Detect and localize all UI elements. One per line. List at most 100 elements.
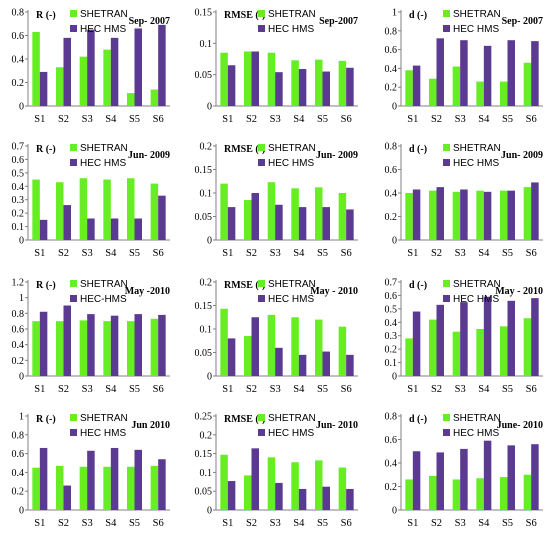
bar-shetran xyxy=(523,62,532,106)
y-tick-label: 0.8 xyxy=(12,430,25,441)
y-tick-label: 0 xyxy=(392,102,397,113)
legend-label: HEC-HMS xyxy=(80,294,127,305)
legend-swatch xyxy=(70,10,77,17)
y-tick-label: 0.4 xyxy=(12,468,25,479)
chart-title: Jun 2010 xyxy=(131,420,170,431)
bar-shetran xyxy=(103,466,111,510)
legend-swatch xyxy=(70,429,77,436)
legend-label: HEC HMS xyxy=(453,24,499,35)
y-tick-label: 0.6 xyxy=(12,325,25,336)
chart-title: Jun- 2009 xyxy=(316,150,358,161)
legend-swatch xyxy=(443,144,450,151)
bar-hec-hms xyxy=(436,187,444,240)
bar-hec-hms xyxy=(227,481,236,510)
x-category-label: S3 xyxy=(82,114,93,125)
chart-svg: 0 0.2 0.4 0.6 0.8 S1 S2 S3 S4 S5 S6 R (-) SHETRAN HEC… xyxy=(12,8,170,125)
legend-swatch xyxy=(258,429,265,436)
legend-swatch xyxy=(70,295,77,302)
y-tick-label: 1 xyxy=(19,412,24,423)
y-tick-label: 0.1 xyxy=(12,222,25,233)
legend-label: SHETRAN xyxy=(453,143,501,154)
x-category-label: S6 xyxy=(153,114,164,125)
legend-swatch xyxy=(443,10,450,17)
y-tick-label: 0.2 xyxy=(200,142,213,153)
y-tick-label: 0.1 xyxy=(200,189,213,200)
chart-panel-11: 0 0.05 0.1 0.15 0.2 0.25 S1 S2 S3 S4 S5 S6 RMSE (-) S… xyxy=(190,406,363,536)
y-tick-label: 0.1 xyxy=(200,468,213,479)
chart-panel-1: 0 0.2 0.4 0.6 0.8 S1 S2 S3 S4 S5 S6 R (-) SHETRAN HEC… xyxy=(2,2,175,132)
metric-label: d (-) xyxy=(409,144,427,155)
x-category-label: S4 xyxy=(293,248,305,259)
x-category-label: S6 xyxy=(341,384,352,395)
bar-shetran xyxy=(220,183,228,240)
legend-label: HEC HMS xyxy=(453,294,499,305)
bar-shetran xyxy=(291,317,299,376)
bar-hec-hms xyxy=(63,205,71,240)
x-category-label: S2 xyxy=(58,114,69,125)
bar-shetran xyxy=(476,478,484,510)
legend-label: SHETRAN xyxy=(80,279,128,290)
y-tick-label: 0 xyxy=(19,372,24,383)
bar-shetran xyxy=(500,190,508,240)
x-category-label: S4 xyxy=(105,518,117,529)
bar-hec-hms xyxy=(346,67,354,106)
y-tick-label: 0.25 xyxy=(195,412,213,423)
x-category-label: S3 xyxy=(82,518,93,529)
y-tick-label: 0.4 xyxy=(385,318,398,329)
bar-shetran xyxy=(56,465,64,510)
bar-shetran xyxy=(103,321,111,376)
bar-shetran xyxy=(476,81,484,106)
bar-hec-hms xyxy=(483,45,492,106)
y-tick-label: 0.15 xyxy=(195,8,213,19)
legend-label: SHETRAN xyxy=(453,413,501,424)
bar-shetran xyxy=(523,474,532,510)
legend-label: SHETRAN xyxy=(453,279,501,290)
chart-svg: 0 0.2 0.4 0.6 0.8 1 1.2 S1 S2 S3 S4 S5 S6 R (-) SHETRA… xyxy=(12,278,170,395)
bar-shetran xyxy=(405,479,413,510)
bar-shetran xyxy=(429,319,437,376)
x-category-label: S3 xyxy=(455,248,466,259)
bar-shetran xyxy=(103,49,111,106)
x-category-label: S3 xyxy=(270,384,281,395)
y-tick-label: 0 xyxy=(19,102,24,113)
chart-panel-2: 0 0.05 0.1 0.15 S1 S2 S3 S4 S5 S6 RMSE (-) SHETRAN H… xyxy=(190,2,363,132)
bar-hec-hms xyxy=(460,40,468,107)
bar-hec-hms xyxy=(63,485,71,510)
legend-swatch xyxy=(258,25,265,32)
bar-shetran xyxy=(338,60,347,106)
y-tick-label: 0.2 xyxy=(385,83,398,94)
x-category-label: S2 xyxy=(431,114,442,125)
bar-hec-hms xyxy=(158,24,166,106)
bar-shetran xyxy=(338,326,347,376)
chart-svg: 0 0.05 0.1 0.15 0.2 S1 S2 S3 S4 S5 S6 RMSE (-) SHETR… xyxy=(195,142,358,259)
bar-shetran xyxy=(220,308,228,376)
x-category-label: S5 xyxy=(129,114,140,125)
y-tick-label: 0.6 xyxy=(385,45,398,56)
bar-shetran xyxy=(267,314,276,376)
bar-shetran xyxy=(429,78,437,106)
bar-shetran xyxy=(79,466,88,510)
bar-shetran xyxy=(56,321,64,376)
y-tick-label: 0.2 xyxy=(200,278,213,289)
x-category-label: S1 xyxy=(34,384,45,395)
bar-hec-hms xyxy=(87,450,95,510)
x-category-label: S5 xyxy=(317,518,328,529)
metric-label: d (-) xyxy=(409,10,427,21)
y-tick-label: 0.6 xyxy=(385,435,398,446)
legend-label: HEC HMS xyxy=(268,158,314,169)
chart-title: May -2010 xyxy=(125,286,170,297)
x-category-label: S3 xyxy=(455,518,466,529)
y-tick-label: 0.7 xyxy=(12,142,25,153)
y-tick-label: 0 xyxy=(207,372,212,383)
x-category-label: S2 xyxy=(246,518,257,529)
legend-label: HEC HMS xyxy=(453,428,499,439)
legend-swatch xyxy=(258,414,265,421)
bar-hec-hms xyxy=(158,195,166,240)
x-category-label: S5 xyxy=(317,248,328,259)
x-category-label: S1 xyxy=(222,518,233,529)
chart-svg: 0 0.05 0.1 0.15 0.2 0.25 S1 S2 S3 S4 S5 S6 RMSE (-) S… xyxy=(195,412,358,529)
bar-shetran xyxy=(127,321,135,376)
bar-hec-hms xyxy=(322,351,330,376)
bar-shetran xyxy=(32,31,40,107)
